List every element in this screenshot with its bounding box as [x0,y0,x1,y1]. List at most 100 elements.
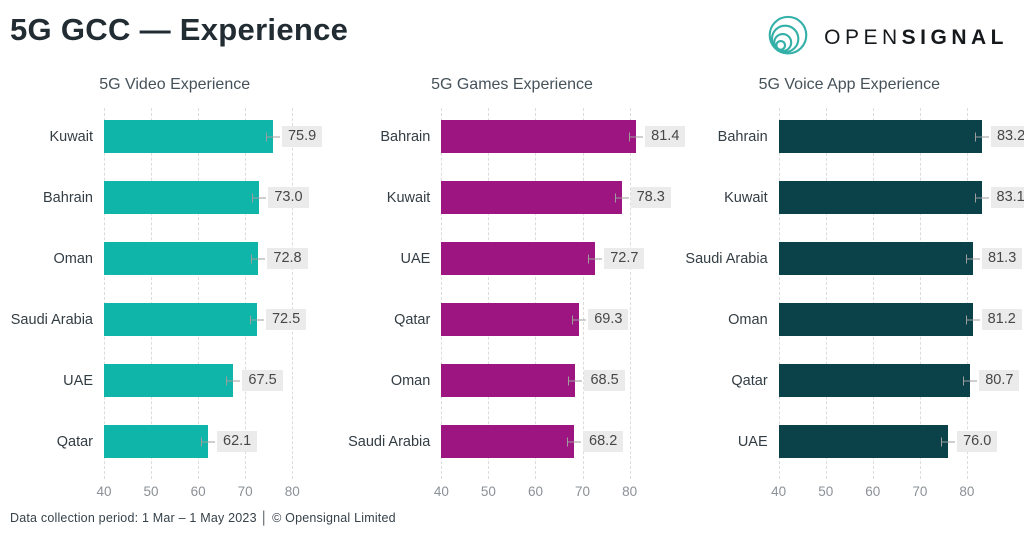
bar-row: 62.1 [104,411,339,472]
category-label: Qatar [394,311,431,328]
x-axis-ticks: 40 50 60 70 80 [434,479,676,505]
x-axis-tick: 40 [96,484,112,499]
opensignal-logo: OPENSIGNAL [762,12,1008,64]
x-axis: 40 50 60 70 80 [347,479,676,505]
axis-spacer [685,479,779,505]
bar-uae [778,425,949,458]
bar-row: 81.3 [778,228,1023,289]
value-label: 72.7 [604,248,645,269]
bar-row: 75.9 [104,106,339,167]
bar-uae [104,364,234,397]
category-label: Kuwait [49,128,93,145]
value-label: 72.8 [267,248,308,269]
value-label: 73.0 [268,187,309,208]
chart-title: 5G Video Experience [99,76,251,93]
category-label: UAE [400,250,431,267]
error-whisker [226,376,240,385]
bar-kuwait [104,120,273,153]
value-label: 83.2 [990,126,1024,147]
header: 5G GCC — Experience OPENSIGNAL [0,0,1024,66]
gridline [825,108,827,479]
bar-row: 76.0 [778,411,1014,472]
bar-row: 72.7 [441,228,676,289]
bar-row: 73.0 [104,167,339,228]
x-axis-tick: 40 [433,484,449,499]
bar-row: 68.2 [441,411,676,472]
plot-area: 81.4 78.3 72.7 69.3 68.5 68.2 [441,106,686,479]
bar-qatar [778,364,971,397]
plot-area: 75.9 73.0 72.8 72.5 67.5 62.1 [104,106,339,479]
bar-qatar [441,303,580,336]
category-label: Oman [53,250,94,267]
gridline [778,108,780,479]
bar-saudi-arabia [441,425,575,458]
value-label: 72.5 [265,309,307,330]
value-label: 67.5 [242,370,283,391]
error-whisker [974,193,989,202]
error-whisker [201,437,215,446]
gridline [872,108,874,479]
bar-bahrain [441,120,637,153]
category-label: Saudi Arabia [348,433,431,450]
chart-body: Bahrain Kuwait Saudi Arabia Oman Qatar UAE 83… [685,106,1024,479]
category-label: Kuwait [724,189,768,206]
category-label: Bahrain [380,128,431,145]
gridline [488,108,490,479]
category-axis: Kuwait Bahrain Oman Saudi Arabia UAE Qatar [10,106,104,479]
x-axis: 40 50 60 70 80 [685,479,1014,505]
bar-row: 83.2 [778,106,1024,167]
error-whisker [265,132,280,141]
error-whisker [966,254,980,263]
axis-spacer [347,479,441,505]
error-whisker [614,193,629,202]
value-label: 81.4 [645,126,686,147]
gridline [629,108,631,479]
chart-title: 5G Games Experience [431,76,593,93]
gridline [535,108,537,479]
value-label: 78.3 [630,187,671,208]
bar-row: 72.8 [104,228,339,289]
chart-5g-voice-app-experience: 5G Voice App Experience Bahrain Kuwait Sau… [681,66,1024,505]
bar-saudi-arabia [104,303,257,336]
gridline [919,108,921,479]
value-label: 76.0 [957,431,998,452]
bar-oman [778,303,973,336]
bar-saudi-arabia [778,242,974,275]
chart-body: Bahrain Kuwait UAE Qatar Oman Saudi Arabia 81… [347,106,686,479]
gridline [441,108,443,479]
bar-oman [441,364,576,397]
axis-spacer [10,479,104,505]
value-label: 69.3 [588,309,629,330]
value-label: 68.5 [584,370,625,391]
bar-row: 78.3 [441,167,676,228]
value-label: 68.2 [583,431,624,452]
bar-bahrain [104,181,260,214]
bar-qatar [104,425,208,458]
error-whisker [572,315,586,324]
page-title: 5G GCC — Experience [10,12,349,47]
value-label: 83.1 [990,187,1024,208]
category-label: Qatar [56,433,93,450]
opensignal-circles-icon [768,15,808,55]
x-axis-ticks: 40 50 60 70 80 [96,479,339,505]
gridline [151,108,153,479]
wordmark-open: OPEN [824,26,902,49]
category-label: Saudi Arabia [685,250,768,267]
x-axis: 40 50 60 70 80 [10,479,339,505]
x-axis-tick: 70 [237,484,253,499]
x-axis-tick: 80 [284,484,300,499]
category-label: Kuwait [386,189,431,206]
gridline [292,108,294,479]
x-axis-tick: 40 [771,484,787,499]
category-label: Bahrain [717,128,768,145]
error-whisker [251,254,265,263]
bar-kuwait [441,181,622,214]
opensignal-wordmark: OPENSIGNAL [824,26,1008,50]
chart-5g-video-experience: 5G Video Experience Kuwait Bahrain Oman Sau… [6,66,343,505]
error-whisker [963,376,977,385]
bar-row: 67.5 [104,350,339,411]
bar-row: 83.1 [778,167,1024,228]
x-axis-ticks: 40 50 60 70 80 [771,479,1014,505]
gridline [582,108,584,479]
x-axis-tick: 70 [575,484,591,499]
